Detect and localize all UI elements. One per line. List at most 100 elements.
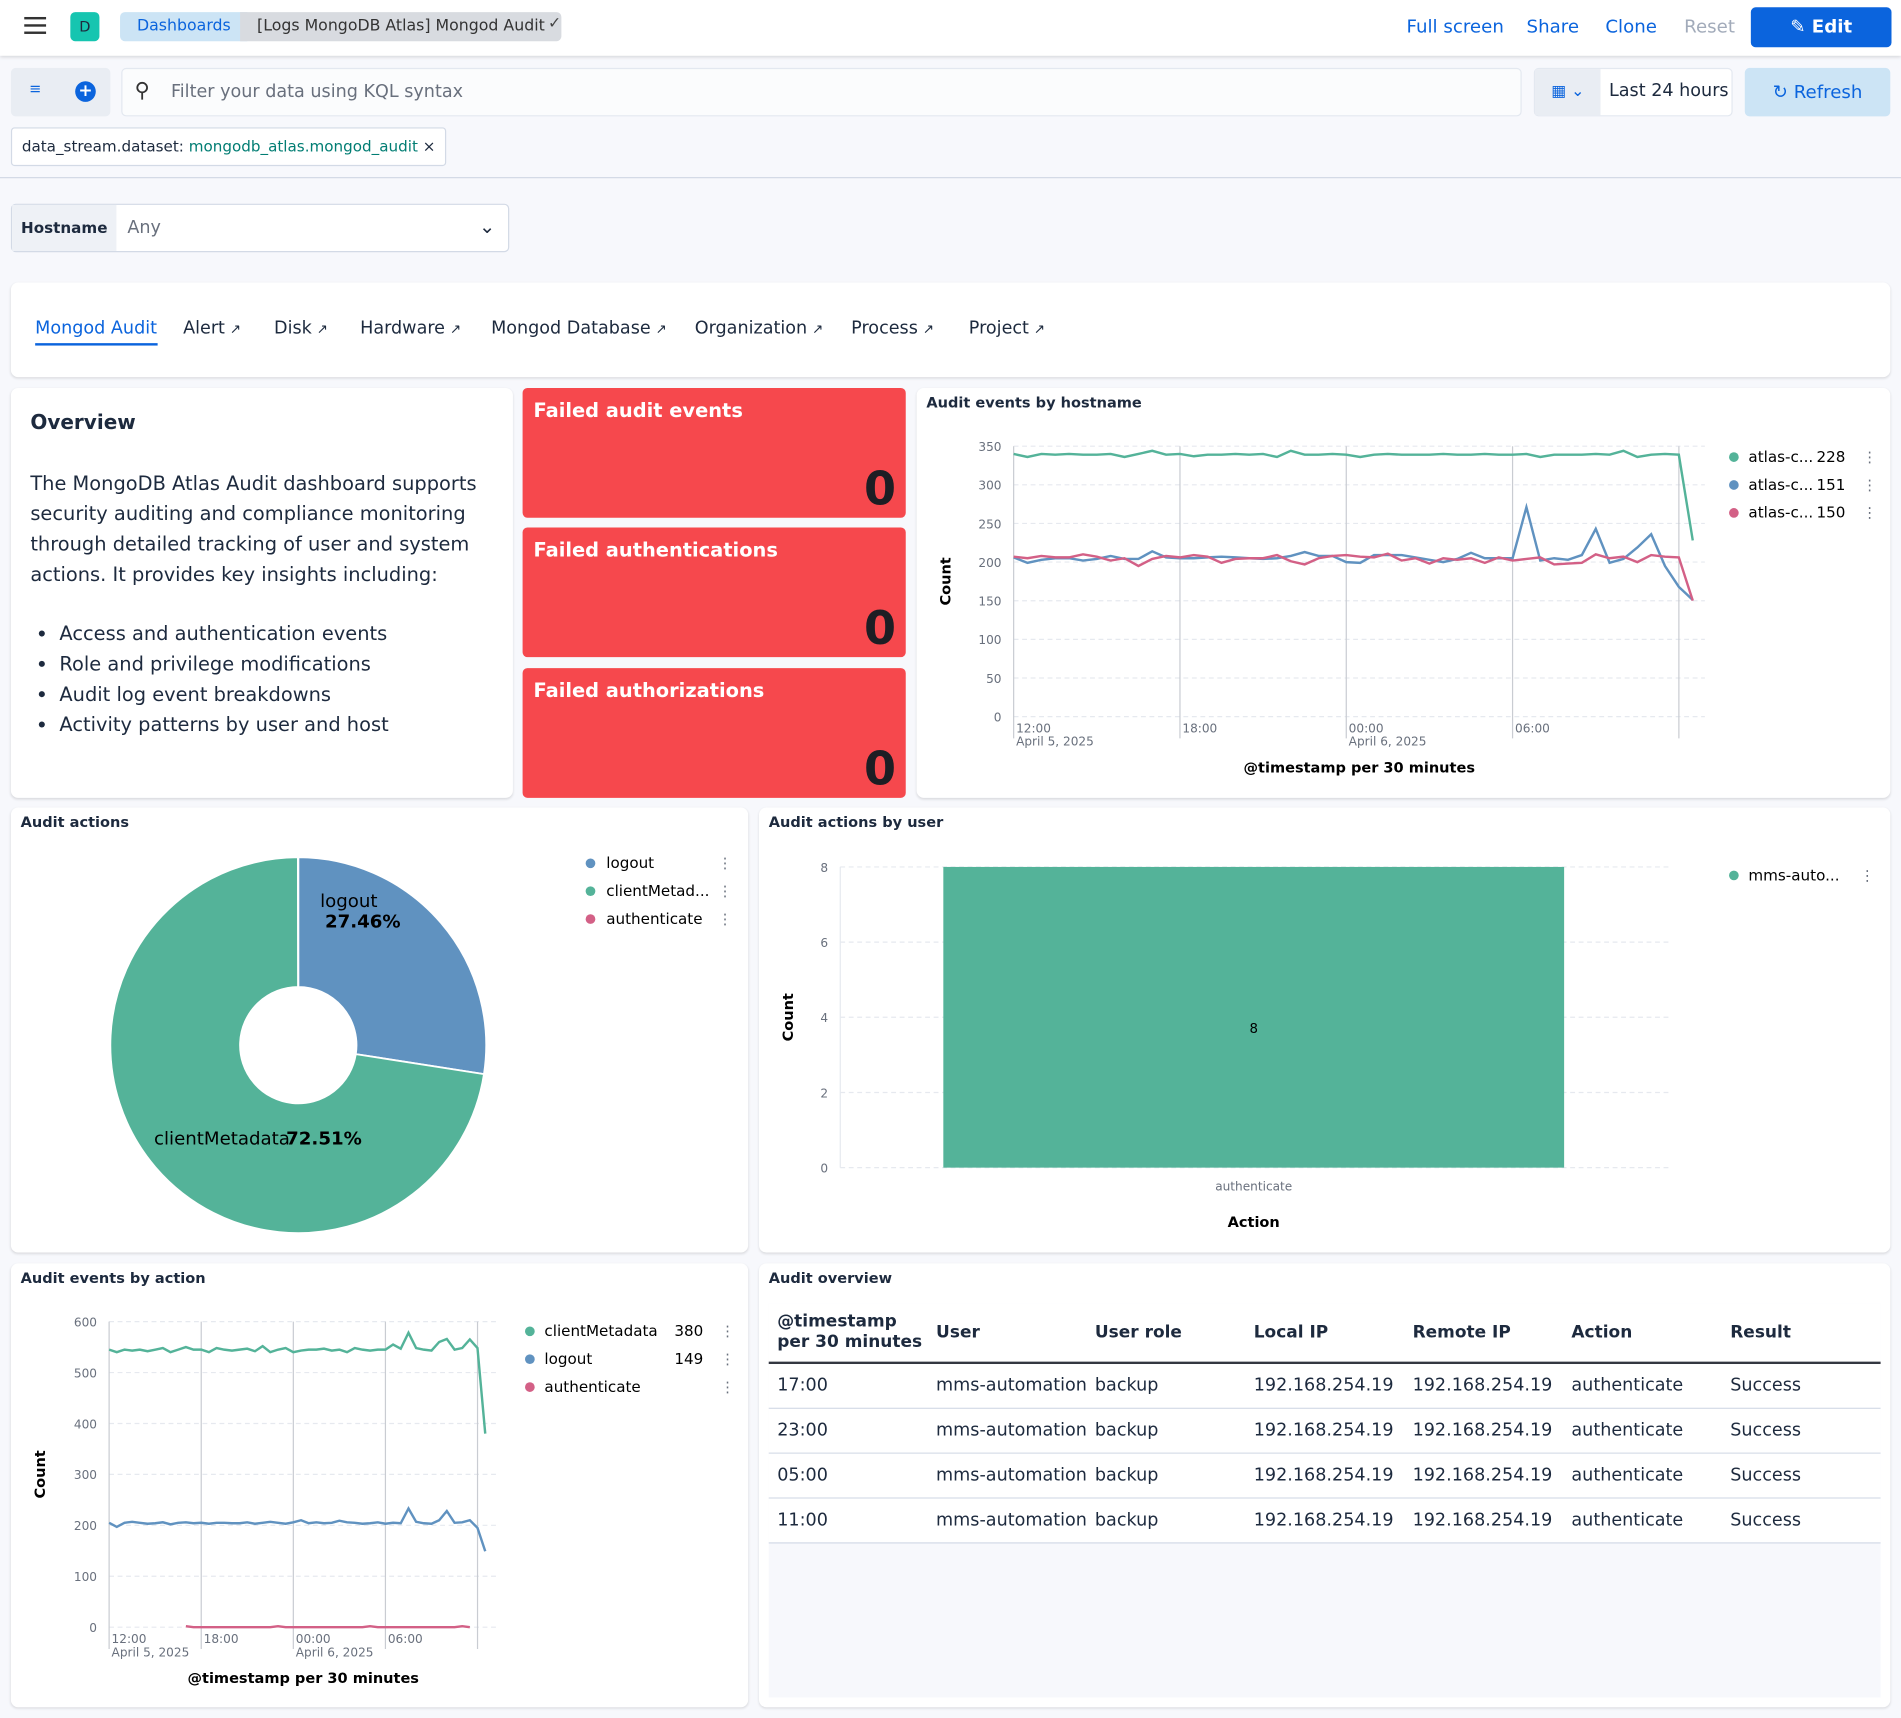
bar-chart[interactable]: 0 2 4 6 8 8 authenticate Action Count mms-auto...… (759, 808, 1890, 1253)
bar-authenticate (943, 866, 1565, 1168)
external-link-icon: ↗ (449, 321, 462, 338)
column-header[interactable]: @timestamp per 30 minutes (777, 1311, 923, 1352)
table-cell: 192.168.254.19 (1253, 1376, 1394, 1396)
tab-label: Alert (183, 318, 225, 339)
filter-field: data_stream.dataset: (21, 137, 184, 156)
series-line-clientMetadata (108, 1330, 487, 1434)
x-tick-label: 18:00 (1182, 721, 1217, 735)
divider (0, 177, 1901, 179)
close-icon[interactable]: × (422, 137, 436, 156)
column-header[interactable]: Result (1730, 1322, 1791, 1343)
pie-slice-clientMetadata (109, 856, 486, 1234)
more-icon: ⋮ (1862, 478, 1877, 494)
slice-percent: 72.51% (286, 1129, 362, 1150)
chart-title: Audit events by action (20, 1269, 206, 1287)
y-tick-label: 350 (978, 440, 1001, 454)
series-line-atlas-c... (1013, 502, 1694, 601)
more-icon: ⋮ (1862, 506, 1877, 522)
more-icon: ⋮ (1862, 450, 1877, 466)
tab-mongod-audit[interactable]: Mongod Audit (35, 318, 158, 346)
y-tick-label: 400 (74, 1417, 97, 1431)
time-range-label[interactable]: Last 24 hours (1608, 81, 1729, 101)
breadcrumb-dashboards[interactable]: Dashboards (120, 12, 248, 42)
table-cell: Success (1730, 1510, 1802, 1531)
chart-title: Audit actions by user (768, 813, 944, 831)
tab-label: Project (968, 318, 1029, 339)
filter-pill[interactable]: data_stream.dataset: mongodb_atlas.mongo… (10, 127, 447, 167)
table-cell: 17:00 (777, 1376, 828, 1396)
x-axis-label: @timestamp per 30 minutes (1244, 760, 1476, 776)
audit-overview-panel: Audit overview @timestamp per 30 minutes… (759, 1263, 1891, 1708)
x-tick-label: 06:00 (388, 1632, 423, 1646)
y-axis-label: Count (33, 1450, 49, 1498)
legend-label: clientMetadata (544, 1322, 657, 1340)
table-cell: authenticate (1571, 1421, 1684, 1441)
filter-icon: ≡ (29, 80, 42, 97)
y-axis-label: Count (939, 557, 955, 605)
tab-alert[interactable]: Alert ↗ (183, 319, 241, 338)
add-filter-icon[interactable]: + (75, 81, 96, 102)
tab-label: Mongod Database (491, 318, 651, 339)
share-button[interactable]: Share (1526, 15, 1580, 38)
table-cell: Success (1730, 1421, 1802, 1441)
column-header[interactable]: User role (1094, 1322, 1182, 1343)
slice-percent: 27.46% (325, 912, 401, 933)
y-tick-label: 50 (986, 672, 1001, 686)
clone-button[interactable]: Clone (1605, 15, 1657, 38)
kql-search-input[interactable]: ⚲ Filter your data using KQL syntax (121, 67, 1522, 117)
table-cell: Success (1730, 1376, 1802, 1396)
external-link-icon: ↗ (655, 321, 667, 338)
x-axis-label: @timestamp per 30 minutes (187, 1671, 418, 1687)
tab-process[interactable]: Process ↗ (851, 319, 934, 338)
overview-text: The MongoDB Atlas Audit dashboard suppor… (30, 471, 477, 586)
y-tick-label: 0 (994, 710, 1002, 724)
tab-label: Mongod Audit (35, 318, 158, 339)
table-cell: authenticate (1571, 1510, 1684, 1531)
legend-swatch (585, 886, 596, 897)
y-tick-label: 4 (820, 1011, 828, 1025)
full-screen-button[interactable]: Full screen (1406, 15, 1504, 38)
tab-disk[interactable]: Disk ↗ (274, 319, 328, 338)
legend-label: logout (606, 854, 654, 872)
y-tick-label: 0 (89, 1621, 97, 1635)
chevron-down-icon[interactable]: ✓ (548, 14, 562, 33)
external-link-icon: ↗ (229, 321, 241, 338)
legend-value: 380 (674, 1322, 703, 1340)
refresh-button[interactable]: ↻ Refresh (1744, 67, 1891, 117)
tab-organization[interactable]: Organization ↗ (695, 319, 823, 338)
y-tick-label: 2 (820, 1086, 828, 1100)
table-cell: 05:00 (777, 1465, 828, 1486)
column-header[interactable]: Local IP (1253, 1322, 1329, 1343)
legend-label: atlas-c... (1748, 504, 1813, 522)
table-cell: 192.168.254.19 (1253, 1510, 1394, 1531)
legend-swatch (1729, 870, 1739, 881)
dashboard-nav-tabs: Mongod Audit Alert ↗ Disk ↗ Hardware ↗ Mongod D… (10, 282, 1891, 378)
x-tick-sublabel: April 6, 2025 (296, 1645, 374, 1659)
column-header[interactable]: User (936, 1322, 980, 1343)
series-line-atlas-c... (1013, 552, 1694, 602)
y-tick-label: 200 (74, 1519, 97, 1533)
table-header (768, 1303, 1881, 1365)
edit-button[interactable]: ✎ Edit (1750, 7, 1892, 48)
column-header[interactable]: Remote IP (1412, 1322, 1511, 1343)
legend-label: clientMetad... (606, 882, 709, 900)
column-header[interactable]: Action (1571, 1322, 1633, 1343)
hostname-control[interactable]: Hostname Any ⌄ (10, 203, 510, 253)
overview-panel: Overview The MongoDB Atlas Audit dashboa… (10, 388, 513, 798)
tab-hardware[interactable]: Hardware ↗ (360, 319, 461, 338)
calendar-icon[interactable]: ▦ ⌄ (1535, 69, 1601, 116)
space-avatar[interactable]: D (70, 12, 100, 42)
date-picker[interactable]: ▦ ⌄ Last 24 hours (1533, 67, 1733, 117)
tab-mongod-database[interactable]: Mongod Database ↗ (491, 319, 667, 338)
tab-project[interactable]: Project ↗ (969, 319, 1045, 338)
search-icon: ⚲ (134, 78, 150, 104)
menu-icon[interactable] (24, 16, 47, 34)
legend-swatch (1729, 508, 1739, 518)
reset-button[interactable]: Reset (1684, 15, 1735, 38)
filter-menu-button[interactable]: ≡ + (10, 67, 111, 117)
pie-chart[interactable]: logout ⋮ clientMetad... ⋮ authenticate ⋮ logou… (11, 808, 748, 1253)
overview-bullet: Activity patterns by user and host (59, 709, 388, 739)
legend-swatch (585, 858, 596, 869)
